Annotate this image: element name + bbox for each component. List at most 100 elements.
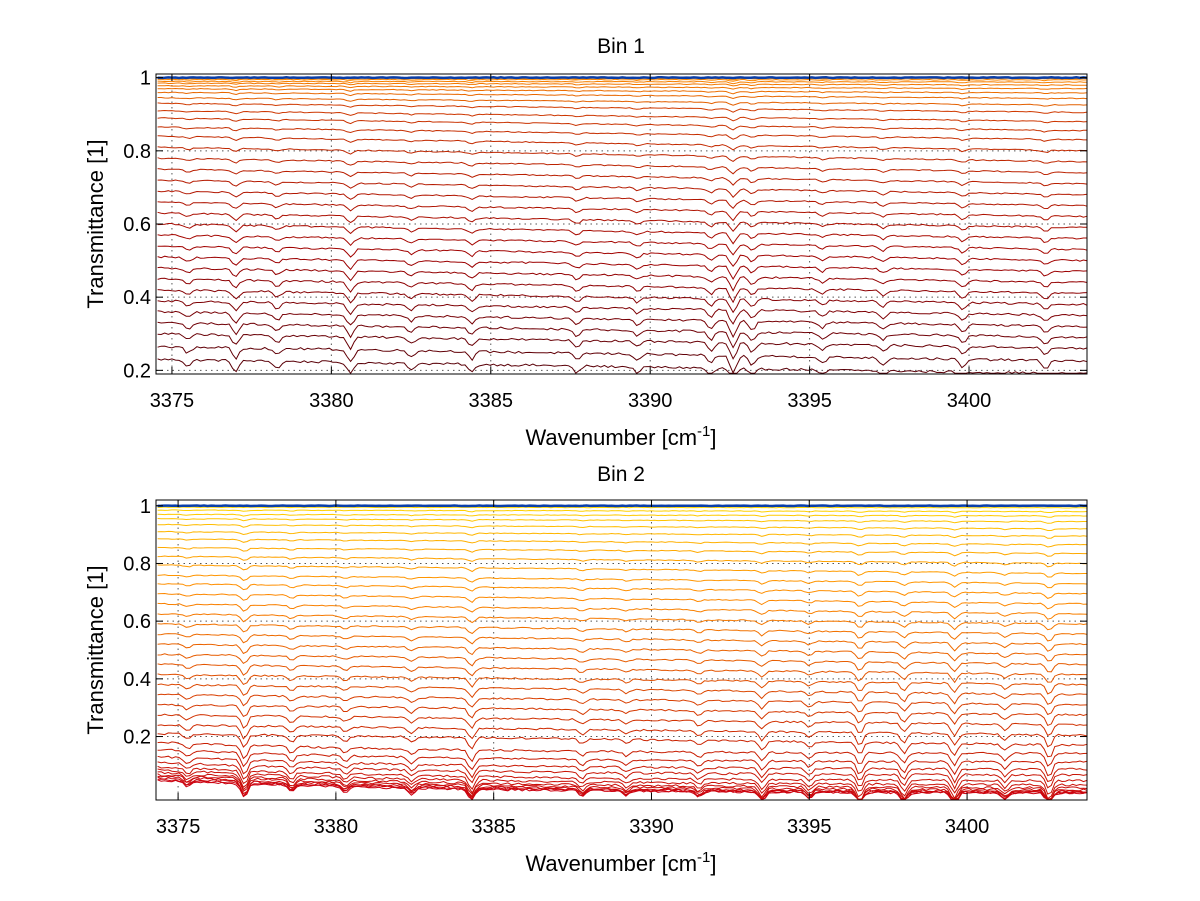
bin-2-spectrum-line: [157, 724, 1088, 748]
bin-2-ytick-label: 0.6: [123, 611, 151, 633]
bin-1-spectrum-line: [157, 117, 1087, 133]
bin-2-spectrum-line: [157, 643, 1088, 662]
bin-1-spectrum-line: [157, 179, 1088, 198]
bin-2-xtick-label: 3385: [471, 816, 516, 838]
bin-2-spectrum-line: [157, 673, 1088, 695]
bin-2-spectrum-line: [157, 602, 1088, 620]
bin-1-xlabel-superscript: -1: [697, 423, 710, 440]
bin-1-spectrum-line: [157, 102, 1088, 114]
bin-2-ytick-label: 0.2: [123, 727, 151, 749]
bin-2-spectrum-line: [157, 506, 1088, 509]
bin-1-ticks: 3375 3380 3385 3390 3395 3400 0.2 0.4 0.6 0.8 1: [123, 68, 1087, 412]
bin-1-spectrum-line: [157, 157, 1088, 176]
bin-1-xtick-label: 3375: [150, 390, 195, 412]
bin-1-spectrum-line: [157, 358, 1088, 375]
bin-1-spectrum-line: [157, 91, 1088, 100]
bin-2-spectrum-line: [157, 509, 1088, 514]
bin-2-spectrum-line: [157, 755, 1088, 784]
bin-2-spectrum-line: [157, 523, 1087, 531]
bin-2-xtick-label: 3395: [787, 816, 832, 838]
bin-2-spectrum-line: [157, 775, 1088, 801]
bin-1-spectrum-line: [157, 245, 1088, 268]
bin-2-ytick-label: 1: [140, 496, 151, 518]
bin-1-spectrum-line: [157, 76, 1088, 80]
bin-1-ytick-label: 0.2: [123, 360, 151, 382]
bin-1-ylabel: Transmittance [1]: [83, 139, 108, 308]
bin-1-spectrum-line: [157, 97, 1088, 107]
bin-2-spectrum-line: [157, 703, 1088, 727]
bin-2-xtick-label: 3375: [156, 816, 201, 838]
bin-2-xlabel-superscript: -1: [697, 849, 710, 866]
bin-2-spectrum-line: [157, 583, 1088, 599]
bin-1-spectrum-line: [157, 190, 1088, 210]
bin-1-ytick-label: 0.8: [123, 141, 151, 163]
bin-2-spectrum-line: [157, 513, 1088, 518]
bin-1-spectrum-line: [157, 266, 1088, 292]
bin-2-spectrum-line: [157, 748, 1088, 777]
bin-2-spectrum-line: [157, 633, 1088, 652]
bin-1-spectrum-line: [157, 332, 1088, 360]
bin-2-xtick-label: 3380: [314, 816, 359, 838]
bin-2-spectrum-line: [157, 555, 1088, 568]
bin-2-spectrum-line: [157, 773, 1088, 801]
bin-1-ytick-label: 0.6: [123, 214, 151, 236]
bin-2-panel: Bin 2 3375 3380 3385 3390 3395 3400 0.2 0.4 0.6 0…: [83, 463, 1088, 876]
bin-1-spectrum-line: [157, 201, 1088, 222]
bin-2-spectrum-line: [157, 761, 1088, 790]
bin-1-spectrum-line: [157, 80, 1088, 85]
bin-2-spectrum-line: [157, 683, 1087, 705]
bin-1-spectrum-line: [157, 168, 1088, 187]
bin-2-spectrum-line: [157, 564, 1087, 578]
bin-2-ytick-label: 0.8: [123, 553, 151, 575]
bin-1-spectrum-line: [157, 82, 1088, 87]
bin-2-spectrum-line: [157, 768, 1088, 800]
bin-1-xlabel: Wavenumber [cm-1]: [525, 423, 716, 450]
bin-1-xtick-label: 3380: [309, 390, 354, 412]
bin-2-axes-frame: [155, 499, 1088, 801]
bin-2-spectrum-line: [157, 732, 1088, 758]
bin-2-xtick-label: 3400: [945, 816, 990, 838]
bin-1-spectrum-line: [157, 321, 1088, 349]
bin-2-ytick-label: 0.4: [123, 669, 151, 691]
bin-1-spectrum-line: [157, 126, 1087, 142]
bin-2-spectrum-line: [157, 530, 1088, 539]
bin-2-spectrum-line: [157, 713, 1088, 737]
bin-1-grid: [156, 74, 1087, 374]
bin-1-spectrum-line: [157, 345, 1088, 375]
bin-2-spectrum-line: [157, 741, 1088, 767]
bin-1-spectrum-line: [157, 223, 1087, 245]
bin-1-xtick-label: 3390: [628, 390, 673, 412]
bin-1-spectrum-line: [157, 84, 1088, 91]
bin-2-spectrum-line: [157, 538, 1088, 548]
bin-2-spectrum-line: [157, 765, 1088, 795]
bin-2-spectrum-line: [157, 546, 1087, 557]
bin-1-xtick-label: 3400: [947, 390, 992, 412]
bin-2-spectrum-line: [157, 623, 1088, 642]
bin-2-spectrum-line: [157, 592, 1088, 610]
bin-1-title: Bin 1: [597, 35, 645, 58]
bin-1-spectrum-line: [157, 310, 1088, 339]
bin-2-xlabel: Wavenumber [cm-1]: [525, 849, 716, 876]
bin-1-spectrum-line: [157, 135, 1087, 154]
bin-1-spectrum-line: [157, 146, 1088, 164]
bin-1-spectrum-line: [157, 233, 1088, 256]
bin-1-spectrum-line: [157, 211, 1088, 232]
bin-2-spectrum-line: [157, 574, 1088, 589]
bin-2-spectrum-line: [157, 653, 1088, 673]
bin-2-spectrum-line: [157, 771, 1088, 801]
bin-1-spectrum-line: [157, 109, 1088, 124]
bin-2-spectrum-line: [157, 693, 1088, 716]
bin-1-series-group: [157, 76, 1088, 375]
bin-2-series-group: [157, 504, 1088, 801]
bin-1-spectrum-line: [157, 289, 1088, 314]
bin-1-spectrum-line: [157, 78, 1088, 82]
bin-1-spectrum-line: [157, 277, 1088, 304]
bin-1-spectrum-line: [157, 299, 1088, 325]
bin-1-xtick-label: 3385: [469, 390, 514, 412]
bin-1-panel: Bin 1 3375 3380 3385 3390 3395 3400 0.2 0.4 0.6 0…: [83, 35, 1088, 450]
bin-2-title: Bin 2: [597, 463, 645, 486]
bin-2-ticks: 3375 3380 3385 3390 3395 3400 0.2 0.4 0.6 0.8 1: [123, 496, 1087, 838]
bin-2-spectrum-line: [157, 518, 1087, 524]
bin-2-spectrum-line: [157, 663, 1087, 684]
